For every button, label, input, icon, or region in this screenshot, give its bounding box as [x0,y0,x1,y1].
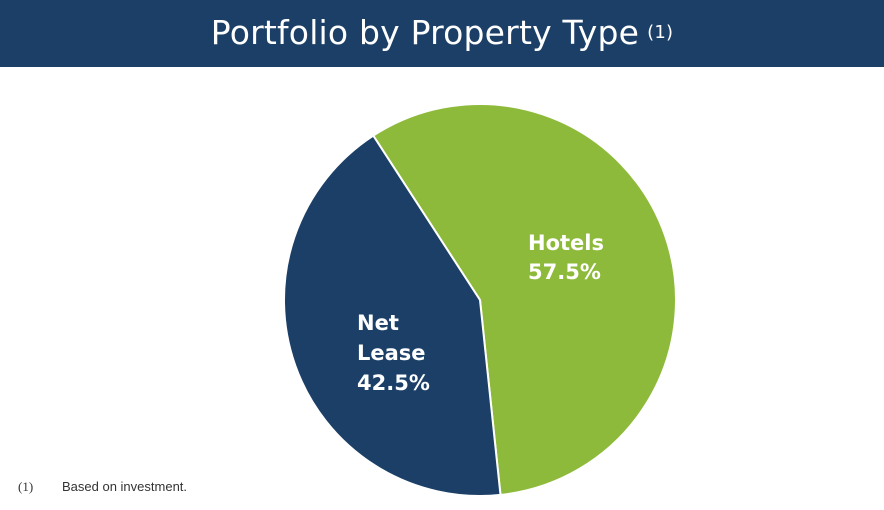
slice-name: Hotels [528,231,604,255]
footnote-marker: (1) [18,479,34,494]
title-text: Portfolio by Property Type [210,13,640,52]
pie-slice-0 [372,103,677,496]
slice-name: Net [357,311,399,335]
pie-chart: Hotels 57.5% Net Lease 42.5% [283,103,677,497]
title-footnote-marker: (1) [647,22,674,43]
footnote: (1) Based on investment. [18,479,187,495]
slice-label-1: Net Lease 42.5% [357,311,430,395]
pie-slice-1 [283,134,502,497]
slice-name: Lease [357,341,426,365]
title-banner: Portfolio by Property Type (1) [0,0,884,67]
slice-label-0: Hotels 57.5% [528,231,604,284]
page-title: Portfolio by Property Type (1) [211,13,673,52]
slice-value: 42.5% [357,371,430,395]
footnote-text: Based on investment. [62,479,188,494]
slice-value: 57.5% [528,260,601,284]
